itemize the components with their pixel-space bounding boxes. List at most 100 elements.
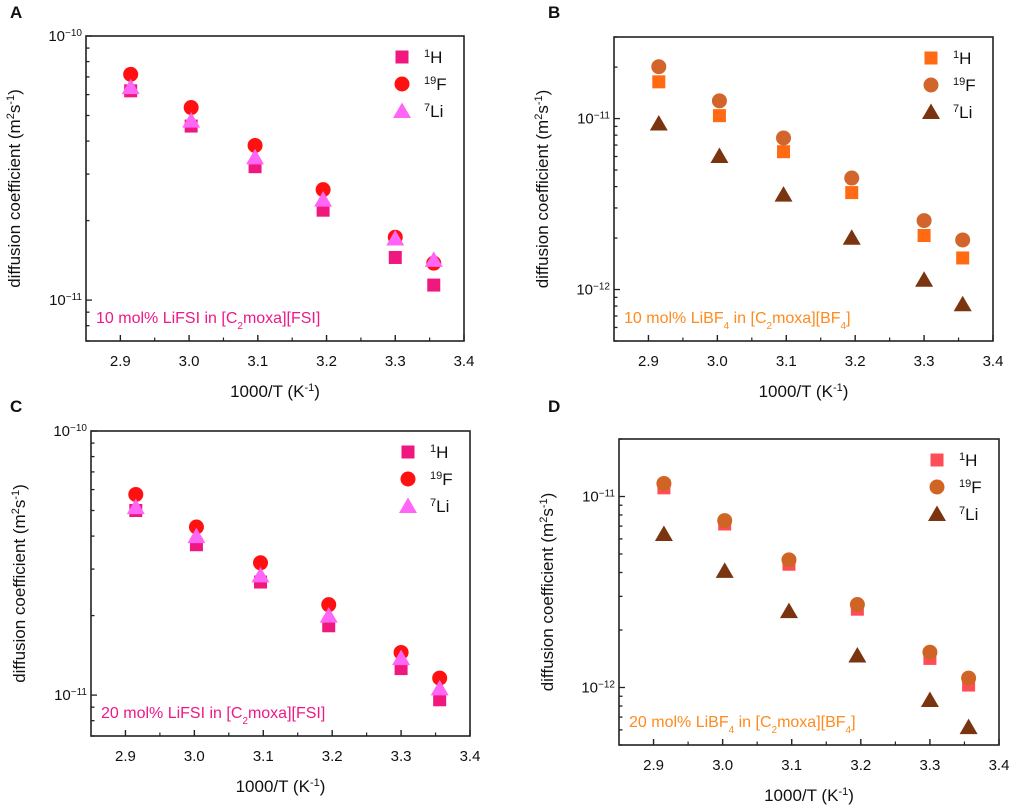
data-point xyxy=(123,66,139,82)
series-li xyxy=(654,525,978,735)
legend-marker-triangle xyxy=(922,103,940,119)
legend-label: 19F xyxy=(953,76,976,95)
x-tick-label: 3.0 xyxy=(707,353,728,370)
data-point xyxy=(649,115,668,131)
x-tick-label: 3.3 xyxy=(391,748,412,765)
data-point xyxy=(183,100,199,116)
sample-annotation: 10 mol% LiBF4 in [C2moxa][BF4] xyxy=(624,310,851,332)
panel-letter: C xyxy=(10,397,22,416)
subscript: 2 xyxy=(237,321,243,332)
data-point xyxy=(920,691,939,708)
legend-label: 7Li xyxy=(953,103,972,122)
x-tick-label: 2.9 xyxy=(115,748,136,765)
y-tick-label: 10−12 xyxy=(576,281,610,299)
superscript: −11 xyxy=(71,687,88,698)
superscript: 1 xyxy=(959,451,965,463)
text-run: 20 mol% LiBF xyxy=(629,714,729,731)
legend-marker-square xyxy=(395,50,409,64)
superscript: 1 xyxy=(430,443,436,455)
text-run: ) xyxy=(533,90,552,96)
superscript: −10 xyxy=(70,423,87,434)
data-point xyxy=(710,147,729,164)
x-tick-label: 3.2 xyxy=(322,748,343,765)
x-tick-label: 3.3 xyxy=(919,757,940,774)
text-run: 10 xyxy=(48,28,65,45)
superscript: 2 xyxy=(5,113,17,119)
series-h xyxy=(129,503,447,707)
legend-marker-square xyxy=(924,51,938,65)
data-point xyxy=(917,229,931,243)
x-tick-label: 3.0 xyxy=(179,353,200,370)
legend-marker-triangle xyxy=(928,505,946,521)
subscript: 4 xyxy=(729,725,735,736)
superscript: -1 xyxy=(5,95,17,105)
text-run: 10 xyxy=(54,687,71,704)
text-run: Li xyxy=(959,103,972,122)
x-tick-label: 3.1 xyxy=(776,353,797,370)
superscript: -1 xyxy=(10,490,22,500)
text-run: 10 mol% LiFSI in [C xyxy=(96,310,237,327)
text-run: in [C xyxy=(734,714,771,731)
text-run: ] xyxy=(846,310,850,327)
data-point xyxy=(777,145,791,159)
data-point xyxy=(314,191,333,207)
text-run: 10 xyxy=(53,423,70,440)
series-f xyxy=(651,59,971,248)
text-run: 1000/T (K xyxy=(764,786,839,805)
data-point xyxy=(656,475,672,491)
superscript: −11 xyxy=(66,292,83,303)
text-run: H xyxy=(959,49,971,68)
series-h xyxy=(124,84,441,292)
text-run: diffusion coefficient (m xyxy=(5,119,24,288)
superscript: 7 xyxy=(424,102,430,114)
superscript: 19 xyxy=(430,470,442,482)
data-point xyxy=(842,229,861,245)
data-point xyxy=(424,251,443,267)
data-point xyxy=(247,137,263,153)
data-point xyxy=(427,278,441,292)
data-point xyxy=(922,644,938,660)
plot-frame xyxy=(90,430,471,737)
data-point xyxy=(121,78,140,95)
x-tick-label: 3.1 xyxy=(247,353,268,370)
legend-marker-circle xyxy=(400,471,416,487)
y-axis-title: diffusion coefficient (m2s-1) xyxy=(538,493,557,692)
data-point xyxy=(953,295,972,312)
subscript: 2 xyxy=(242,716,248,727)
text-run: moxa][BF xyxy=(777,714,846,731)
x-tick-label: 3.2 xyxy=(850,757,871,774)
text-run: ] xyxy=(851,714,855,731)
data-point xyxy=(781,552,797,568)
x-tick-label: 2.9 xyxy=(638,353,659,370)
data-point xyxy=(961,670,977,686)
x-axis-title: 1000/T (K-1) xyxy=(230,382,320,401)
text-run: Li xyxy=(436,497,449,516)
data-point xyxy=(430,679,449,696)
x-tick-label: 3.4 xyxy=(454,353,475,370)
text-run: 10 xyxy=(581,680,598,697)
superscript: −12 xyxy=(593,281,610,292)
y-tick-label: 10−11 xyxy=(49,292,82,310)
text-run: 10 xyxy=(582,488,599,505)
legend-label: 1H xyxy=(424,48,442,67)
legend-label: 19F xyxy=(430,470,453,489)
superscript: −11 xyxy=(599,488,616,499)
superscript: −10 xyxy=(65,28,82,39)
superscript: -1 xyxy=(533,95,545,105)
text-run: ) xyxy=(320,777,326,796)
sample-annotation: 20 mol% LiBF4 in [C2moxa][BF4] xyxy=(629,714,856,736)
y-axis-title: diffusion coefficient (m2s-1) xyxy=(533,90,552,289)
text-run: diffusion coefficient (m xyxy=(10,514,29,683)
x-tick-label: 3.0 xyxy=(712,757,733,774)
x-tick-label: 3.1 xyxy=(781,757,802,774)
text-run: F xyxy=(436,75,446,94)
legend-label: 1H xyxy=(953,49,971,68)
series-h xyxy=(652,75,970,265)
y-axis-title: diffusion coefficient (m2s-1) xyxy=(10,484,29,683)
x-tick-label: 3.4 xyxy=(460,748,481,765)
legend-label: 19F xyxy=(959,478,982,497)
